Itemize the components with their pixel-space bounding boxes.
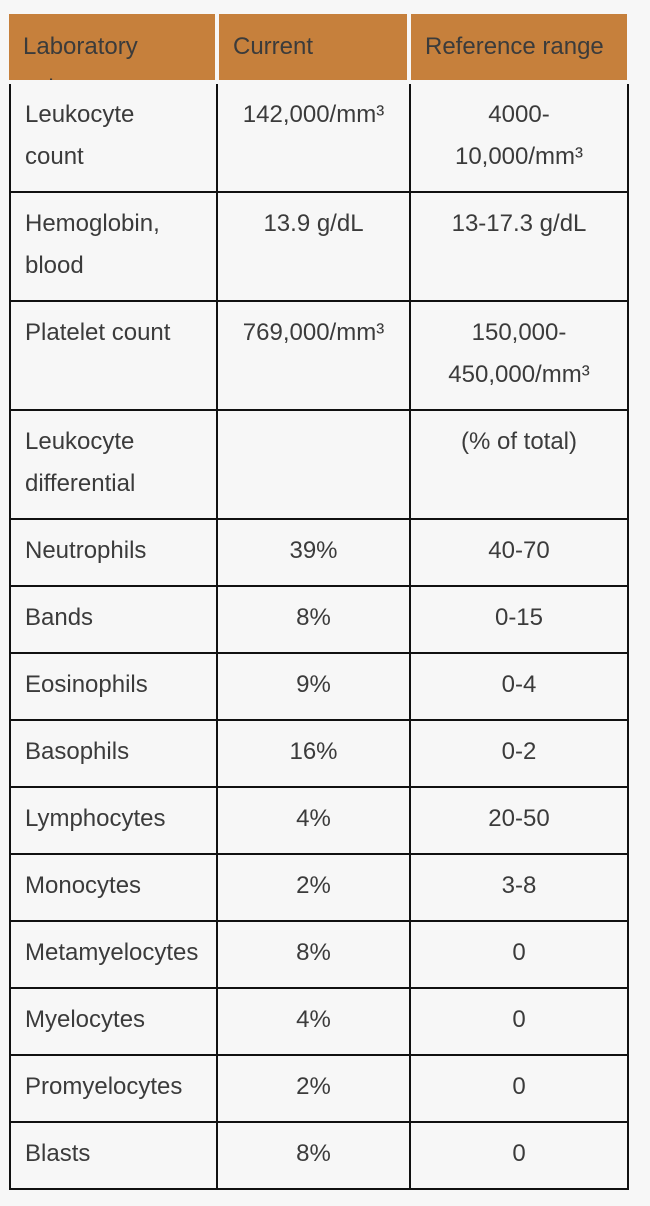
lab-name-cell: Neutrophils [9,518,218,587]
reference-range-cell: 40-70 [409,518,629,587]
lab-name-cell: Monocytes [9,853,218,922]
reference-range-cell: 20-50 [409,786,629,855]
lab-name-cell: Hemoglobin, blood [9,191,218,302]
reference-range-cell: 0 [409,1054,629,1123]
reference-range-cell: 0 [409,987,629,1056]
table-row-platelet-count: Platelet count 769,000/mm³ 150,000- 450,… [9,300,629,411]
lab-name-cell: Leukocyte differential [9,409,218,520]
lab-name-cell: Blasts [9,1121,218,1190]
lab-name-cell: Lymphocytes [9,786,218,855]
header-laboratory-value: Laboratory value [9,14,215,80]
lab-name-cell: Myelocytes [9,987,218,1056]
lab-name-cell: Leukocyte count [9,84,218,193]
table-row-bands: Bands 8% 0-15 [9,585,629,654]
reference-range-cell: 0-2 [409,719,629,788]
current-value-cell: 142,000/mm³ [216,84,411,193]
current-value-cell: 2% [216,1054,411,1123]
current-value-cell: 2% [216,853,411,922]
table-row-neutrophils: Neutrophils 39% 40-70 [9,518,629,587]
lab-table-header-row: Laboratory value Current Reference range [9,14,627,80]
lab-values-table: Leukocyte count 142,000/mm³ 4000- 10,000… [9,84,629,1190]
current-value-cell: 13.9 g/dL [216,191,411,302]
reference-range-cell: 0 [409,1121,629,1190]
table-row-promyelocytes: Promyelocytes 2% 0 [9,1054,629,1123]
header-reference-range: Reference range [411,14,627,80]
current-value-cell: 8% [216,1121,411,1190]
reference-range-cell: 0 [409,920,629,989]
table-row-lymphocytes: Lymphocytes 4% 20-50 [9,786,629,855]
reference-range-cell: 3-8 [409,853,629,922]
table-row-metamyelocytes: Metamyelocytes 8% 0 [9,920,629,989]
lab-name-cell: Metamyelocytes [9,920,218,989]
reference-range-cell: 0-4 [409,652,629,721]
table-row-blasts: Blasts 8% 0 [9,1121,629,1190]
current-value-cell: 9% [216,652,411,721]
table-row-hemoglobin-blood: Hemoglobin, blood 13.9 g/dL 13-17.3 g/dL [9,191,629,302]
table-row-monocytes: Monocytes 2% 3-8 [9,853,629,922]
reference-range-cell: (% of total) [409,409,629,520]
current-value-cell: 8% [216,585,411,654]
reference-range-cell: 13-17.3 g/dL [409,191,629,302]
lab-name-cell: Bands [9,585,218,654]
table-row-leukocyte-differential: Leukocyte differential (% of total) [9,409,629,520]
table-row-eosinophils: Eosinophils 9% 0-4 [9,652,629,721]
reference-range-cell: 4000- 10,000/mm³ [409,84,629,193]
lab-name-cell: Promyelocytes [9,1054,218,1123]
current-value-cell: 769,000/mm³ [216,300,411,411]
lab-table-body: Leukocyte count 142,000/mm³ 4000- 10,000… [9,84,629,1190]
table-row-basophils: Basophils 16% 0-2 [9,719,629,788]
current-value-cell: 16% [216,719,411,788]
current-value-cell: 39% [216,518,411,587]
reference-range-cell: 150,000- 450,000/mm³ [409,300,629,411]
lab-name-cell: Platelet count [9,300,218,411]
current-value-cell: 8% [216,920,411,989]
lab-values-panel: Laboratory value Current Reference range… [9,14,629,1190]
lab-name-cell: Eosinophils [9,652,218,721]
current-value-cell: 4% [216,786,411,855]
current-value-cell [216,409,411,520]
table-row-leukocyte-count: Leukocyte count 142,000/mm³ 4000- 10,000… [9,84,629,193]
current-value-cell: 4% [216,987,411,1056]
reference-range-cell: 0-15 [409,585,629,654]
header-current: Current [219,14,407,80]
lab-name-cell: Basophils [9,719,218,788]
table-row-myelocytes: Myelocytes 4% 0 [9,987,629,1056]
